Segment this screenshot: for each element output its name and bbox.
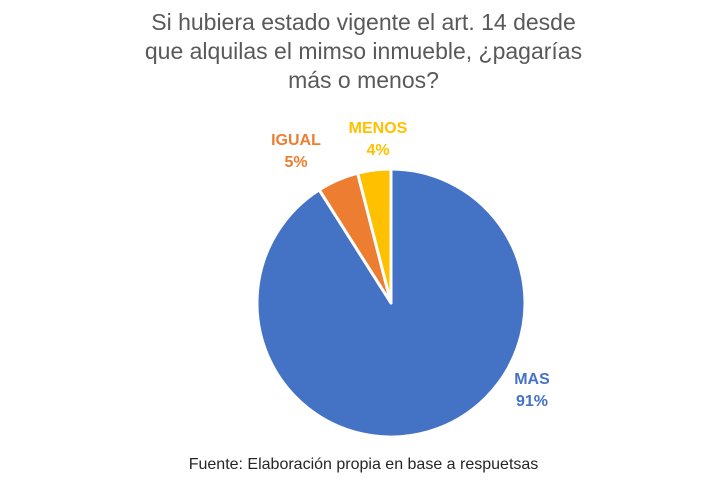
slice-percent-menos: 4% bbox=[366, 142, 389, 159]
slice-percent-igual: 5% bbox=[284, 154, 307, 171]
slice-label-igual: IGUAL bbox=[271, 132, 321, 149]
chart-title: Si hubiera estado vigente el art. 14 des… bbox=[0, 8, 727, 95]
chart-title-line-1: Si hubiera estado vigente el art. 14 des… bbox=[151, 9, 576, 35]
chart-title-line-3: más o menos? bbox=[288, 67, 439, 93]
pie-labels: MAS 91% IGUAL 5% MENOS 4% bbox=[271, 120, 550, 410]
slice-label-mas: MAS bbox=[514, 371, 550, 388]
slice-percent-mas: 91% bbox=[516, 393, 548, 410]
source-note: Fuente: Elaboración propia en base a res… bbox=[188, 456, 539, 473]
slice-label-menos: MENOS bbox=[349, 120, 408, 137]
pie-slices bbox=[255, 167, 527, 439]
pie-slice-menos bbox=[356, 167, 393, 305]
chart-title-line-2: que alquilas el mimso inmueble, ¿pagaría… bbox=[144, 38, 583, 64]
